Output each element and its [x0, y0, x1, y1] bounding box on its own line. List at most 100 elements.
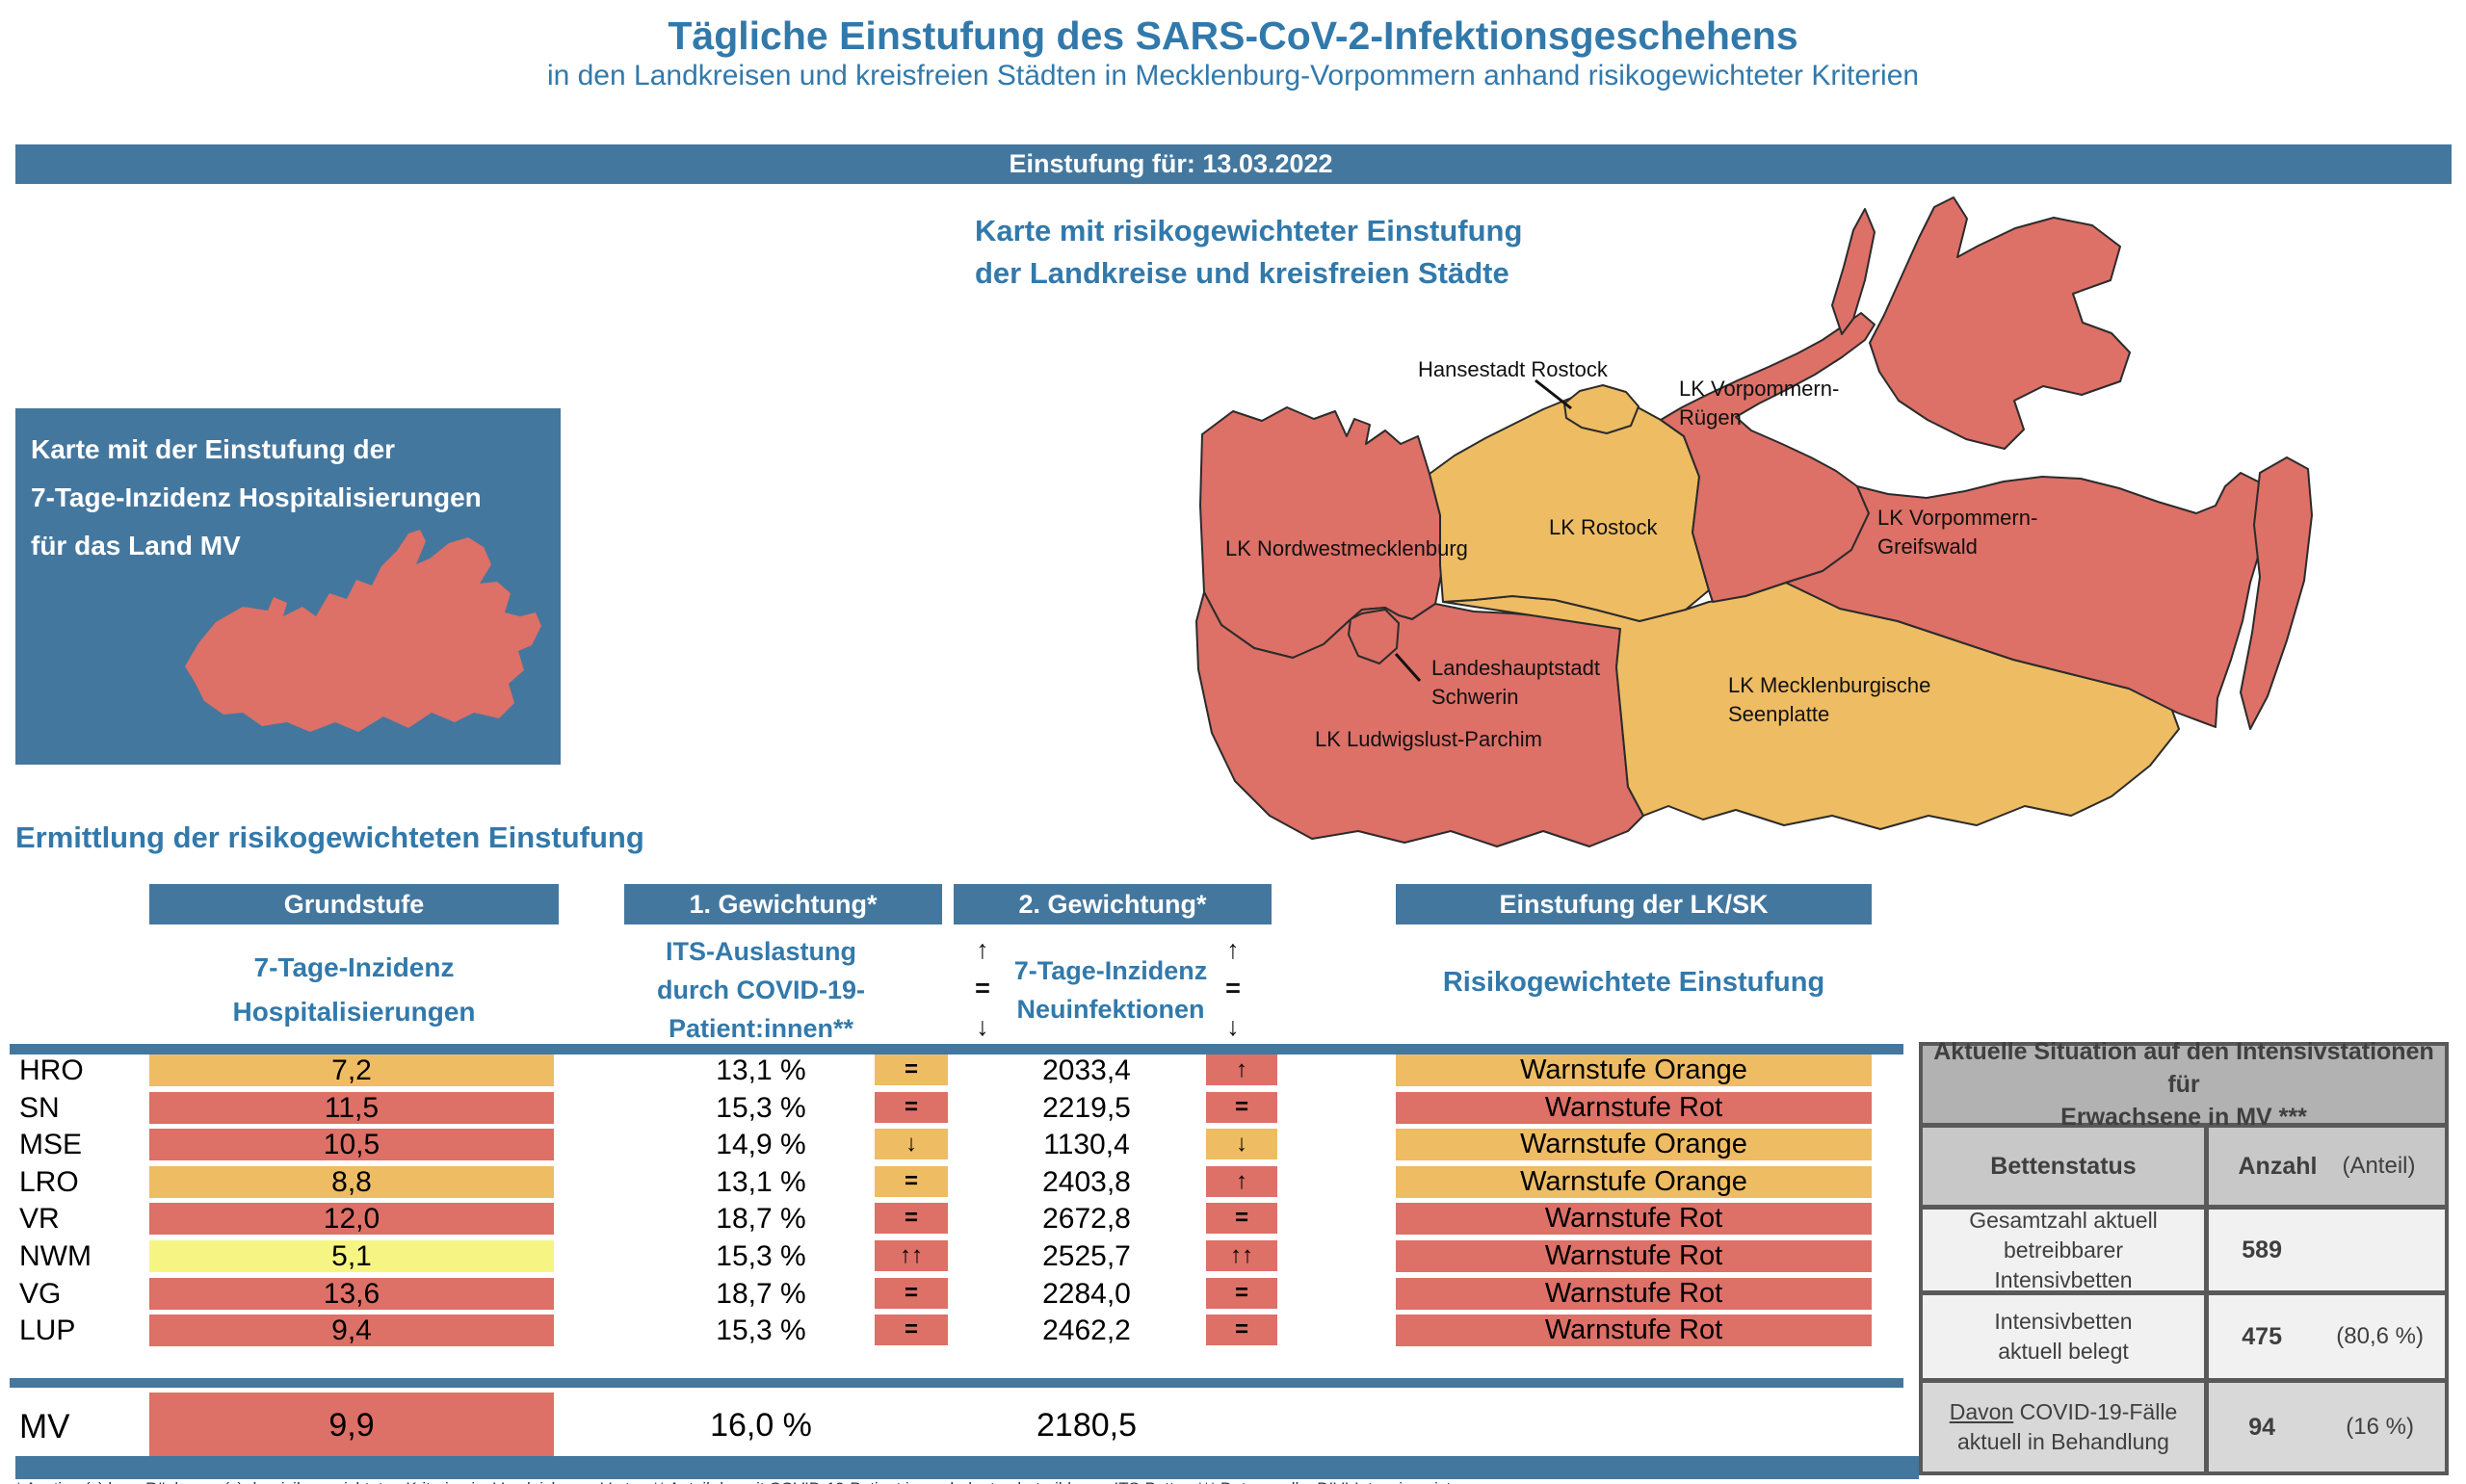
rating-badge: Warnstufe Rot — [1396, 1278, 1872, 1310]
its-trend-badge: = — [875, 1203, 948, 1234]
incidence-trend-badge: = — [1206, 1315, 1277, 1345]
map-label-hansestadt-rostock: Hansestadt Rostock — [1418, 357, 1609, 381]
subhead-its: ITS-Auslastung durch COVID-19- Patient:i… — [656, 937, 866, 1043]
rating-badge: Warnstufe Rot — [1396, 1092, 1872, 1124]
its-value: 13,1 % — [716, 1166, 806, 1198]
its-trend-badge: = — [875, 1315, 948, 1345]
its-value: 18,7 % — [716, 1203, 806, 1235]
arrow-down-icon: ↓ — [1226, 1012, 1240, 1041]
table-row: VR 12,0 18,7 % = 2672,8 = Warnstufe Rot — [0, 1203, 1921, 1235]
map-label-schwerin-1: Landeshauptstadt — [1431, 656, 1600, 680]
its-value: 13,1 % — [716, 1054, 806, 1086]
row-label: HRO — [19, 1054, 84, 1086]
table-row: VG 13,6 18,7 % = 2284,0 = Warnstufe Rot — [0, 1278, 1921, 1310]
its-value: 15,3 % — [716, 1315, 806, 1346]
col-header-gewichtung-1: 1. Gewichtung* — [624, 884, 942, 924]
hosp-cell: 10,5 — [149, 1129, 554, 1160]
icu-row-belegt-value: 475 (80,6 %) — [2209, 1295, 2445, 1378]
pointer-schwerin — [1394, 653, 1422, 682]
rating-badge: Warnstufe Orange — [1396, 1166, 1872, 1198]
map-label-vg-1: LK Vorpommern- — [1877, 506, 2037, 530]
hosp-cell: 11,5 — [149, 1092, 554, 1124]
its-trend-badge: ↑↑ — [875, 1240, 948, 1271]
region-usedom — [2240, 456, 2313, 730]
region-lk-rostock — [1429, 390, 1710, 622]
hosp-cell: 9,4 — [149, 1315, 554, 1346]
incidence-value: 2284,0 — [1042, 1278, 1131, 1310]
incidence-trend-badge: = — [1206, 1203, 1277, 1234]
row-label: MSE — [19, 1129, 83, 1160]
legend-arrows-2: ↑ = ↓ — [1212, 930, 1254, 1046]
map-label-mse-2: Seenplatte — [1728, 702, 1829, 726]
mv-its-value: 16,0 % — [710, 1407, 812, 1444]
legend-arrows-1: ↑ = ↓ — [961, 930, 1004, 1046]
row-label: VG — [19, 1278, 62, 1310]
incidence-trend-badge: = — [1206, 1092, 1277, 1123]
arrow-up-icon: ↑ — [976, 935, 989, 964]
row-label: VR — [19, 1203, 60, 1235]
table-row: LUP 9,4 15,3 % = 2462,2 = Warnstufe Rot — [0, 1315, 1921, 1346]
rating-badge: Warnstufe Orange — [1396, 1054, 1872, 1086]
hosp-cell: 8,8 — [149, 1166, 554, 1198]
district-map: Hansestadt Rostock LK Vorpommern- Rügen … — [1195, 196, 2313, 847]
mv-state-silhouette — [185, 530, 541, 732]
hospitalization-map-caption: Karte mit der Einstufung der 7-Tage-Inzi… — [31, 434, 482, 560]
arrow-down-icon: ↓ — [976, 1012, 989, 1041]
icu-table-title: Aktuelle Situation auf den Intensivstati… — [1923, 1038, 2445, 1131]
header-divider — [10, 1044, 1903, 1054]
table-row: MSE 10,5 14,9 % ↓ 1130,4 ↓ Warnstufe Ora… — [0, 1129, 1921, 1160]
map-label-vr-2: Rügen — [1679, 405, 1742, 430]
page-title: Tägliche Einstufung des SARS-CoV-2-Infek… — [668, 13, 1798, 58]
mv-row-label: MV — [19, 1408, 70, 1445]
date-banner: Einstufung für: 13.03.2022 — [15, 144, 2452, 184]
subhead-neuinfektionen: 7-Tage-Inzidenz Neuinfektionen — [1013, 956, 1208, 1024]
map-label-nwm: LK Nordwestmecklenburg — [1225, 536, 1468, 560]
hosp-cell: 13,6 — [149, 1278, 554, 1310]
equals-icon: = — [975, 974, 990, 1002]
incidence-value: 2672,8 — [1042, 1203, 1131, 1235]
table-row: HRO 7,2 13,1 % = 2033,4 ↑ Warnstufe Oran… — [0, 1054, 1921, 1086]
incidence-trend-badge: ↑↑ — [1206, 1240, 1277, 1271]
incidence-trend-badge: = — [1206, 1278, 1277, 1309]
incidence-value: 2403,8 — [1042, 1166, 1131, 1198]
incidence-value: 2219,5 — [1042, 1092, 1131, 1124]
incidence-value: 2033,4 — [1042, 1054, 1131, 1086]
icu-row-belegt-label: Intensivbetten aktuell belegt — [1923, 1295, 2204, 1378]
icu-table: Aktuelle Situation auf den Intensivstati… — [1919, 1038, 2449, 1475]
icu-col-bettenstatus: Bettenstatus — [1923, 1128, 2204, 1205]
page-subtitle: in den Landkreisen und kreisfreien Städt… — [546, 60, 1920, 91]
map-label-lup: LK Ludwigslust-Parchim — [1315, 727, 1542, 751]
icu-col-anzahl-anteil: Anzahl (Anteil) — [2209, 1128, 2445, 1205]
icu-row-covid-label: Davon COVID-19-Fälle aktuell in Behandlu… — [1923, 1383, 2204, 1471]
table-row: LRO 8,8 13,1 % = 2403,8 ↑ Warnstufe Oran… — [0, 1166, 1921, 1198]
its-trend-badge: = — [875, 1054, 948, 1085]
map-label-vr-1: LK Vorpommern- — [1679, 377, 1839, 401]
incidence-trend-badge: ↑ — [1206, 1054, 1277, 1085]
its-trend-badge: = — [875, 1278, 948, 1309]
subhead-grundstufe: 7-Tage-Inzidenz Hospitalisierungen — [232, 952, 476, 1027]
summary-divider — [10, 1378, 1903, 1388]
icu-row-covid-value: 94 (16 %) — [2209, 1383, 2445, 1471]
incidence-trend-badge: ↓ — [1206, 1129, 1277, 1159]
icu-row-betreibbar-value: 589 — [2209, 1210, 2445, 1290]
footnote-clipped: * Anstieg (↑) bzw. Rückgang (↓) der risi… — [15, 1479, 2443, 1484]
bottom-bar — [15, 1456, 1919, 1479]
its-value: 14,9 % — [716, 1129, 806, 1160]
icu-row-betreibbar-label: Gesamtzahl aktuell betreibbarer Intensiv… — [1923, 1208, 2204, 1292]
map-label-vg-2: Greifswald — [1877, 534, 1978, 559]
region-schwerin — [1348, 609, 1400, 664]
incidence-value: 2462,2 — [1042, 1315, 1131, 1346]
table-row: NWM 5,1 15,3 % ↑↑ 2525,7 ↑↑ Warnstufe Ro… — [0, 1240, 1921, 1272]
map-label-schwerin-2: Schwerin — [1431, 685, 1518, 709]
its-trend-badge: = — [875, 1166, 948, 1197]
incidence-value: 2525,7 — [1042, 1240, 1131, 1272]
col-header-grundstufe: Grundstufe — [149, 884, 559, 924]
region-hansestadt-rostock — [1563, 384, 1640, 434]
incidence-trend-badge: ↑ — [1206, 1166, 1277, 1197]
arrow-up-icon: ↑ — [1226, 935, 1240, 964]
mv-silhouette-shape — [185, 530, 541, 732]
map-label-mse-1: LK Mecklenburgische — [1728, 673, 1930, 697]
hosp-cell: 12,0 — [149, 1203, 554, 1235]
region-ruegen-island — [1869, 196, 2131, 450]
